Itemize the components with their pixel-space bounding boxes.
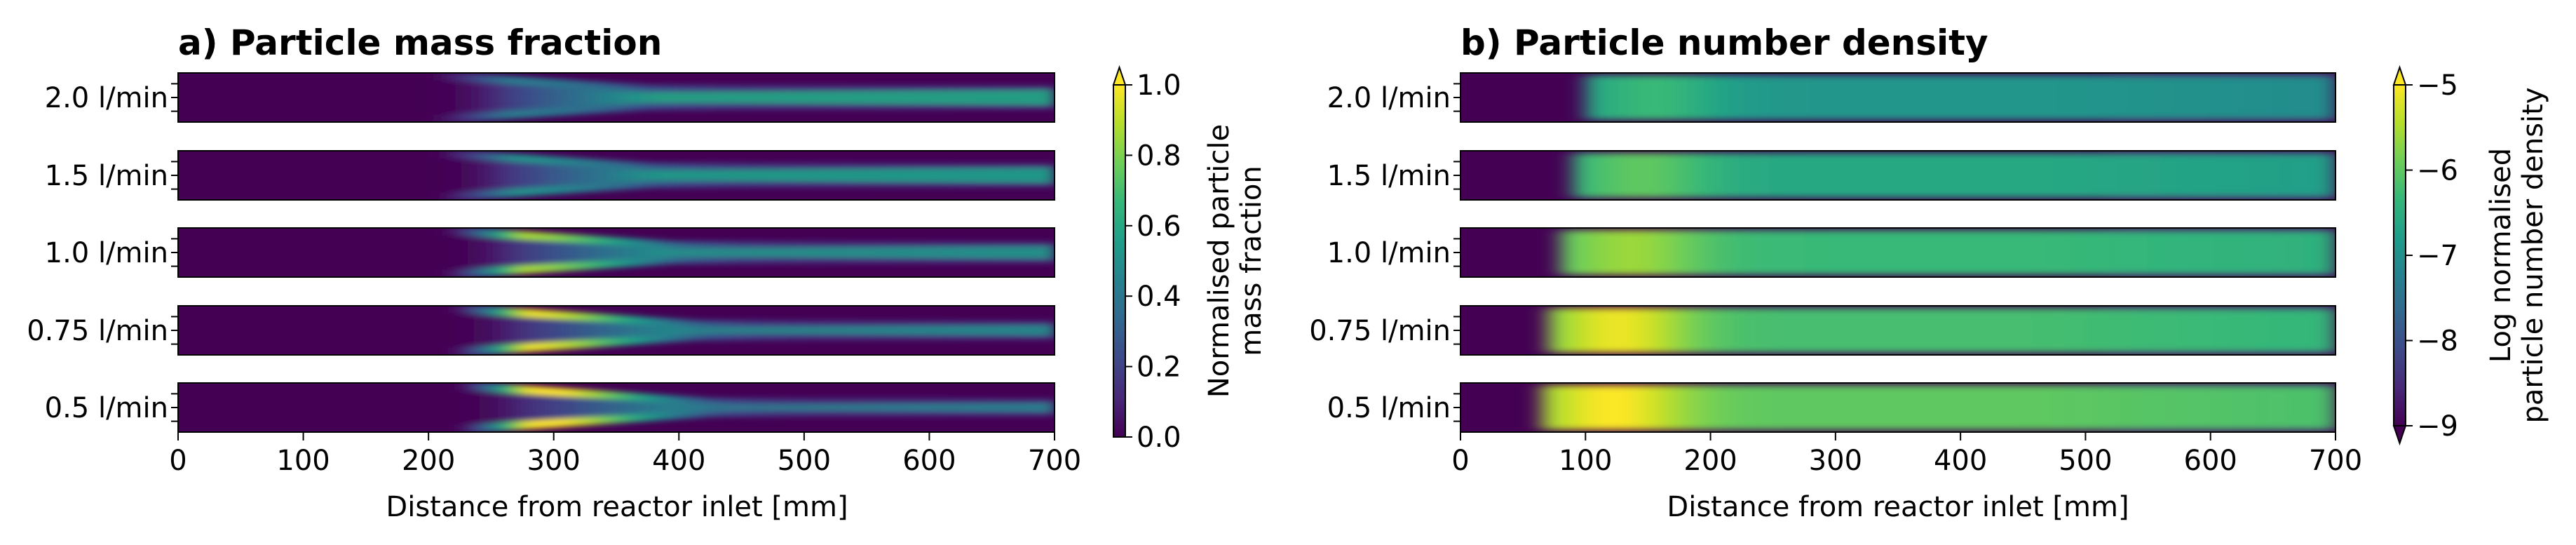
x-tick-label: 600 xyxy=(902,445,956,477)
colorbar-b-extend-max xyxy=(2392,65,2407,86)
colorbar-tick-label: 1.0 xyxy=(1137,69,1181,102)
heatmap-field xyxy=(1460,73,2336,122)
x-tick-label: 600 xyxy=(2184,445,2237,477)
x-tick-label: 400 xyxy=(1934,445,1987,477)
heatmap-field xyxy=(1460,383,2336,432)
panel-b-title: b) Particle number density xyxy=(1460,22,1988,63)
x-tick-label: 100 xyxy=(1559,445,1612,477)
row-label: 2.0 l/min xyxy=(1327,82,1451,114)
colorbar-tick-label: −6 xyxy=(2417,155,2458,187)
x-tick-label: 400 xyxy=(652,445,705,477)
heatmap-row: 0.75 l/min xyxy=(1309,305,2336,356)
panel-b-xaxis: 0 100 200 300 400 500 600 700 xyxy=(1451,432,2362,477)
panel-a-title: a) Particle mass fraction xyxy=(178,22,662,63)
heatmap-row: 1.0 l/min xyxy=(45,227,1055,278)
heatmap-field xyxy=(178,228,1055,277)
colorbar-b-extend-min xyxy=(2392,425,2407,446)
x-tick-label: 300 xyxy=(1809,445,1862,477)
colorbar-a-ticks: 0.0 0.2 0.4 0.6 0.8 1.0 xyxy=(1125,69,1181,454)
colorbar-tick-label: 0.8 xyxy=(1137,140,1181,172)
colorbar-tick-label: −7 xyxy=(2417,240,2458,272)
colorbar-tick-label: −5 xyxy=(2417,69,2458,102)
panel-a-xlabel: Distance from reactor inlet [mm] xyxy=(386,491,848,523)
row-label: 1.5 l/min xyxy=(1327,160,1451,192)
colorbar-b-ticks: −9 −8 −7 −6 −5 xyxy=(2406,69,2458,443)
panel-b-colorbar: −9 −8 −7 −6 −5 Log normalised particle numbe… xyxy=(2392,65,2549,446)
panel-a-rows: 2.0 l/min 1.5 l/min 1.0 l/min 0.75 l/min 0.5… xyxy=(27,72,1055,433)
colorbar-tick-label: 0.0 xyxy=(1137,422,1181,454)
row-label: 0.5 l/min xyxy=(1327,392,1451,424)
heatmap-row: 2.0 l/min xyxy=(45,72,1055,123)
x-tick-label: 0 xyxy=(169,445,187,477)
colorbar-tick-label: 0.2 xyxy=(1137,351,1181,384)
colorbar-b-gradient xyxy=(2393,84,2406,426)
panel-a-colorbar: 0.0 0.2 0.4 0.6 0.8 1.0 Normalised particle m… xyxy=(1112,65,1268,454)
colorbar-tick-label: −9 xyxy=(2417,410,2458,443)
row-label: 0.75 l/min xyxy=(27,315,168,347)
panel-b-rows: 2.0 l/min 1.5 l/min 1.0 l/min 0.75 l/min 0.5… xyxy=(1309,72,2336,433)
row-label: 1.5 l/min xyxy=(45,160,168,192)
row-label: 1.0 l/min xyxy=(45,237,168,269)
colorbar-b-label-line2: particle number density xyxy=(2517,87,2549,423)
heatmap-field xyxy=(1460,228,2336,277)
row-label: 1.0 l/min xyxy=(1327,237,1451,269)
colorbar-tick-label: 0.4 xyxy=(1137,281,1181,313)
heatmap-field xyxy=(1460,306,2336,355)
row-label: 0.5 l/min xyxy=(45,392,168,424)
x-tick-label: 700 xyxy=(1028,445,1081,477)
heatmap-row: 0.5 l/min xyxy=(45,382,1055,433)
x-tick-label: 0 xyxy=(1451,445,1469,477)
heatmap-row: 0.5 l/min xyxy=(1327,382,2336,433)
x-tick-label: 700 xyxy=(2309,445,2362,477)
colorbar-tick-label: −8 xyxy=(2417,325,2458,358)
x-tick-label: 300 xyxy=(527,445,581,477)
row-label: 0.75 l/min xyxy=(1309,315,1451,347)
x-tick-label: 500 xyxy=(2059,445,2112,477)
x-tick-label: 500 xyxy=(778,445,831,477)
colorbar-a-label-line2: mass fraction xyxy=(1235,166,1268,356)
colorbar-a-gradient xyxy=(1113,84,1126,438)
x-tick-label: 100 xyxy=(276,445,330,477)
colorbar-tick-label: 0.6 xyxy=(1137,210,1181,243)
panel-a-xaxis: 0 100 200 300 400 500 600 700 xyxy=(169,432,1081,477)
colorbar-b-label-line1: Log normalised xyxy=(2485,148,2517,363)
row-label: 2.0 l/min xyxy=(45,82,168,114)
panel-b-xlabel: Distance from reactor inlet [mm] xyxy=(1667,491,2129,523)
heatmap-row: 1.5 l/min xyxy=(45,150,1055,201)
heatmap-field xyxy=(178,73,1055,122)
heatmap-field xyxy=(178,383,1055,432)
colorbar-a-label-line1: Normalised particle xyxy=(1203,124,1235,398)
panel-a: a) Particle mass fraction 2.0 l/min 1.5 l… xyxy=(27,22,1268,523)
colorbar-a-extend-max xyxy=(1112,65,1127,86)
x-tick-label: 200 xyxy=(1683,445,1737,477)
x-tick-label: 200 xyxy=(402,445,455,477)
panel-b: b) Particle number density 2.0 l/min 1.5 … xyxy=(1309,22,2549,523)
heatmap-field xyxy=(1460,151,2336,200)
heatmap-field xyxy=(178,306,1055,355)
heatmap-row: 0.75 l/min xyxy=(27,305,1055,356)
heatmap-field xyxy=(178,151,1055,200)
heatmap-row: 2.0 l/min xyxy=(1327,72,2336,123)
heatmap-row: 1.5 l/min xyxy=(1327,150,2336,201)
heatmap-row: 1.0 l/min xyxy=(1327,227,2336,278)
